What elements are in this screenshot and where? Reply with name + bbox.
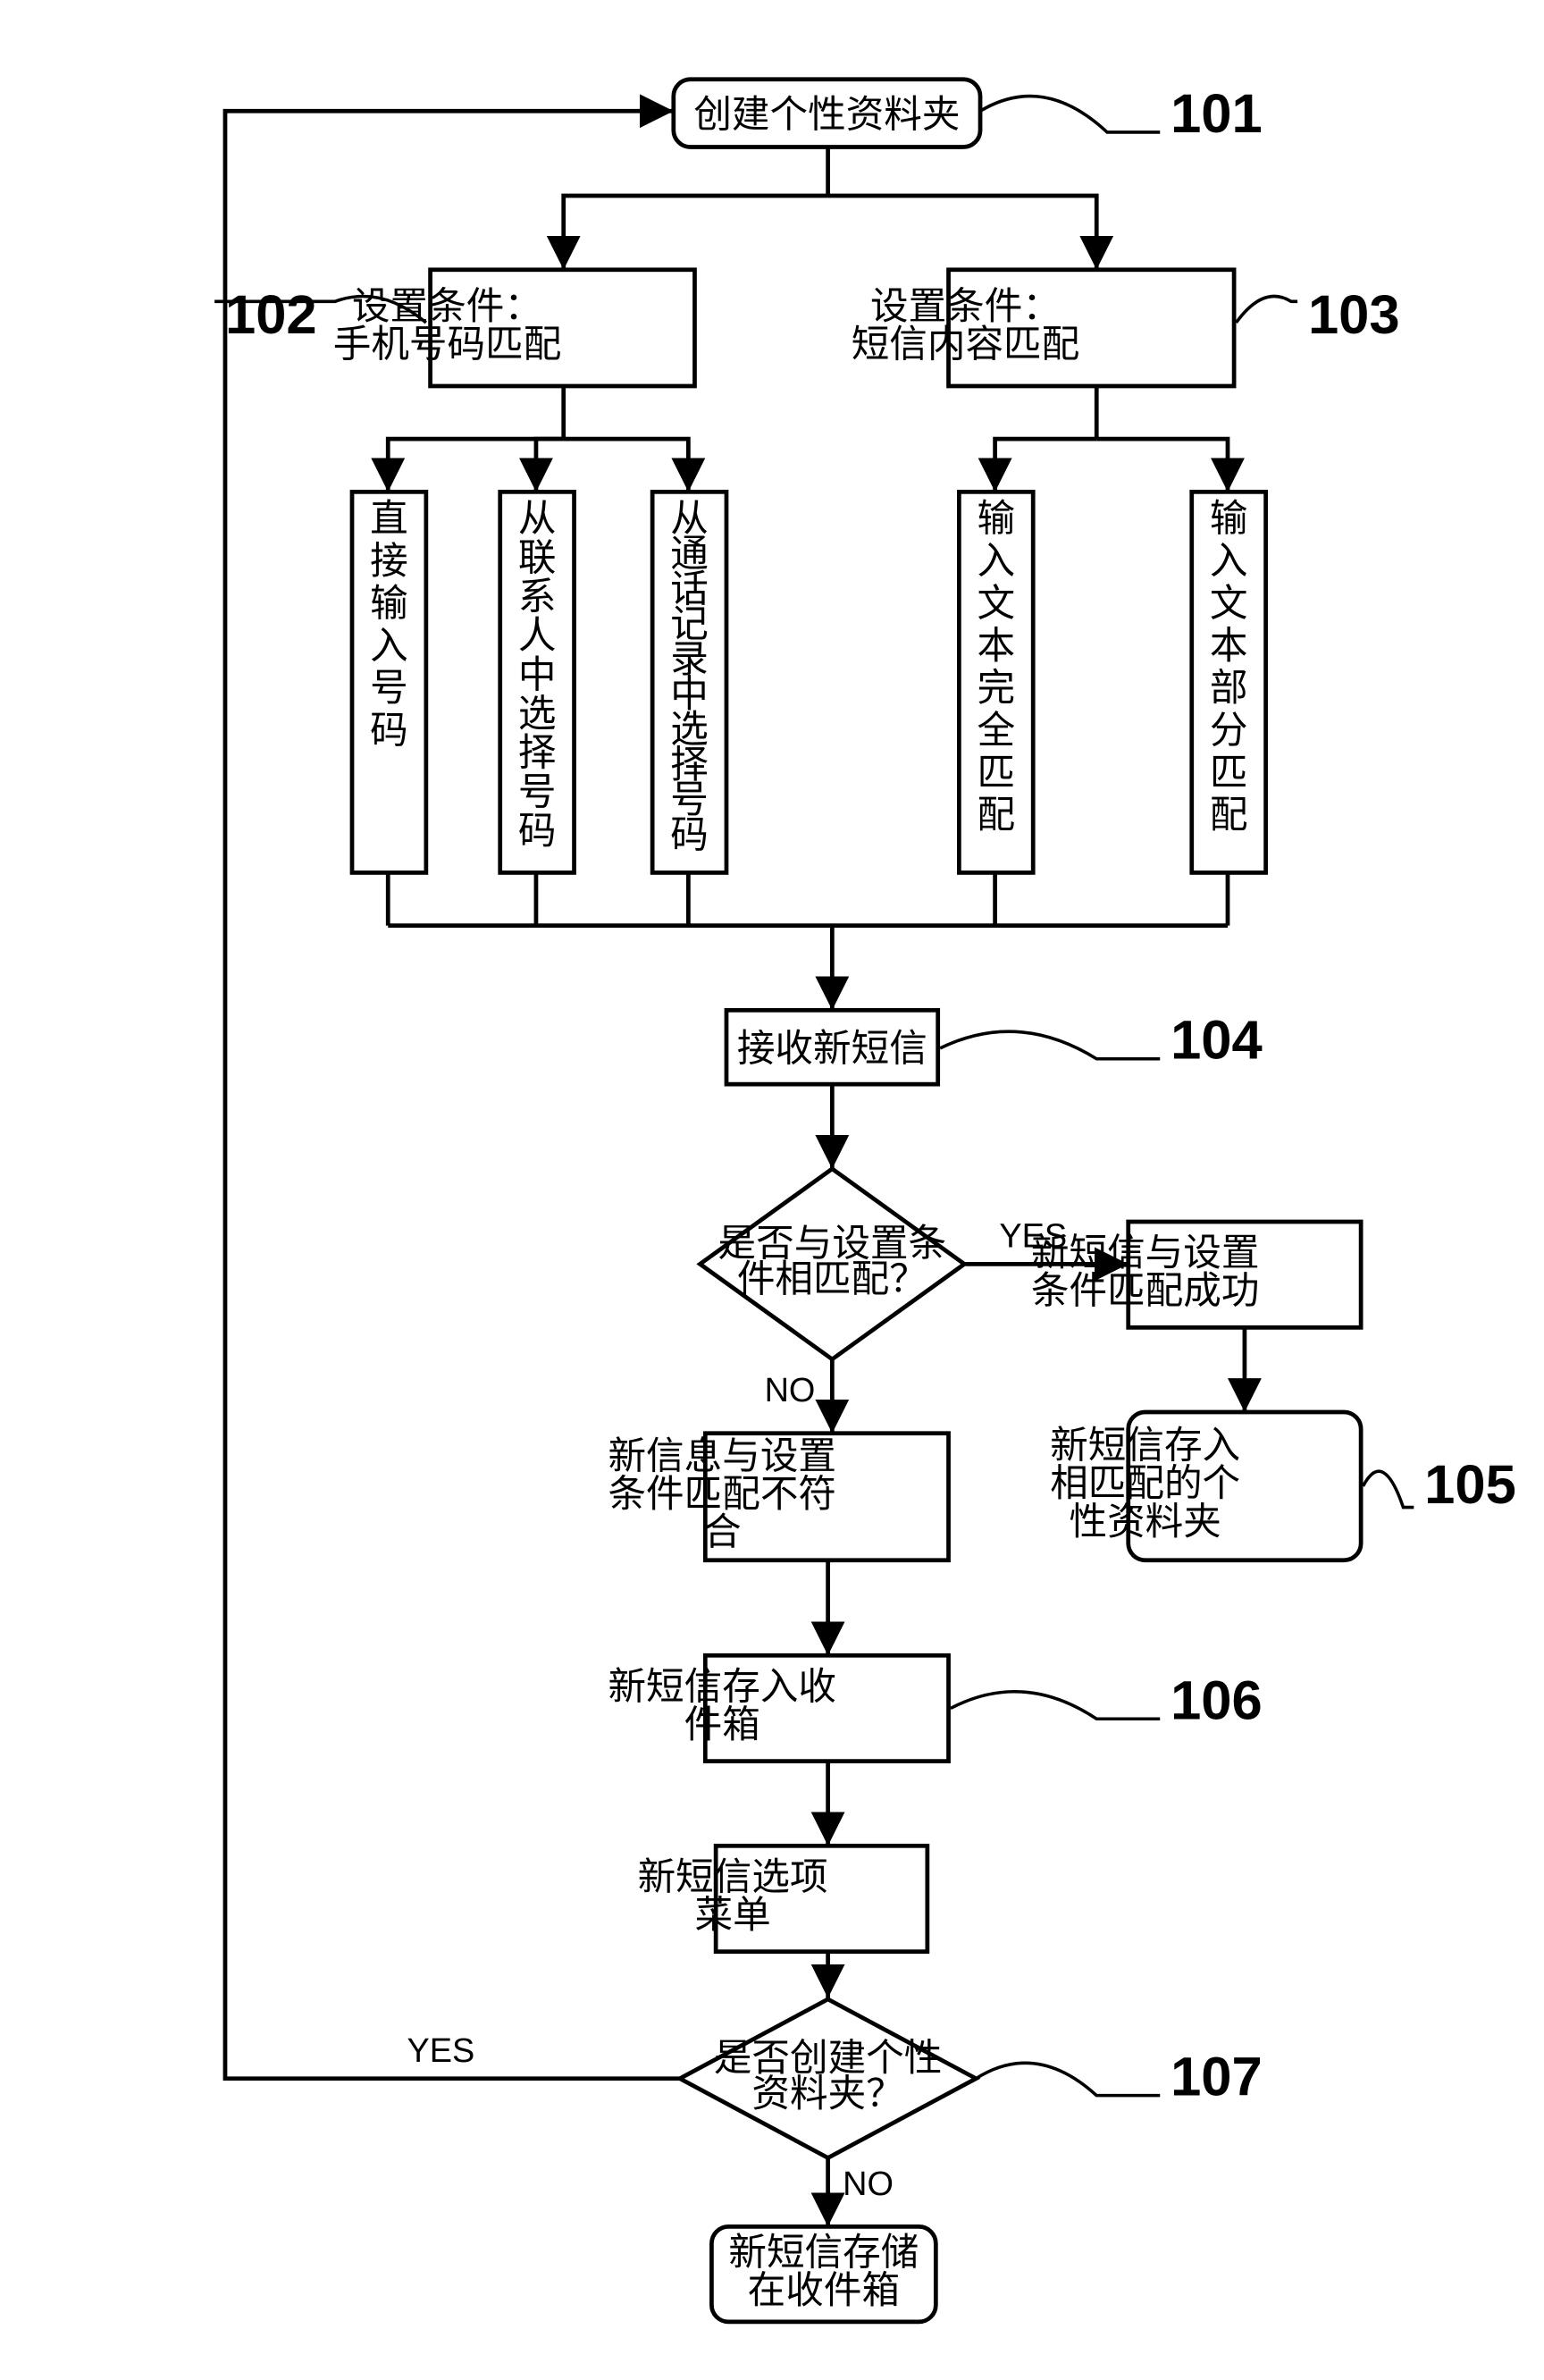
label-l104: 104 [1171,1010,1263,1072]
svg-text:输: 输 [1210,498,1248,541]
node-end: 新短信存储在收件箱 [711,2226,936,2322]
svg-text:在收件箱: 在收件箱 [748,2269,900,2312]
svg-text:条件匹配成功: 条件匹配成功 [1031,1270,1260,1313]
node-v1: 直接输入号码 [352,492,426,872]
node-v5: 输入文本部分匹配 [1192,492,1266,872]
svg-text:部: 部 [1210,667,1248,710]
svg-text:新短信与设置: 新短信与设置 [1031,1232,1260,1274]
svg-text:号: 号 [370,667,408,710]
svg-text:本: 本 [1210,625,1248,668]
svg-text:新短信存入收: 新短信存入收 [608,1665,836,1708]
svg-text:码: 码 [670,813,709,856]
svg-text:直: 直 [370,498,408,541]
svg-text:设置条件：: 设置条件： [352,285,542,328]
node-m1: 新短信与设置条件匹配成功 [1031,1222,1361,1327]
svg-text:件箱: 件箱 [684,1703,760,1746]
svg-text:中: 中 [518,653,557,696]
node-m2: 新信息与设置条件匹配不符合 [608,1434,948,1560]
svg-text:条件匹配不符: 条件匹配不符 [608,1473,836,1516]
node-v4: 输入文本完全匹配 [959,492,1033,872]
svg-text:入: 入 [1210,540,1248,583]
svg-text:本: 本 [977,625,1015,668]
node-d2: 是否创建个性资料夹？ [680,1999,976,2158]
svg-text:选: 选 [518,693,557,736]
svg-text:合: 合 [703,1511,742,1554]
node-n103: 设置条件：短信内容匹配 [852,270,1234,386]
label-l107: 107 [1171,2047,1263,2108]
svg-text:相匹配的个: 相匹配的个 [1050,1462,1240,1505]
node-n106: 新短信存入收件箱 [608,1655,948,1761]
svg-text:性资料夹: 性资料夹 [1069,1501,1221,1543]
svg-text:件相匹配？: 件相匹配？ [737,1258,927,1301]
svg-text:联: 联 [518,536,557,579]
svg-text:文: 文 [1210,582,1248,625]
node-d1: 是否与设置条件相匹配？ [700,1169,964,1359]
svg-text:新短信存储: 新短信存储 [728,2232,919,2275]
svg-text:NO: NO [843,2166,894,2203]
svg-text:输: 输 [370,582,408,625]
svg-text:从: 从 [518,498,557,541]
svg-text:NO: NO [765,1372,816,1409]
svg-text:手机号码匹配: 手机号码匹配 [333,323,562,366]
svg-text:YES: YES [407,2032,475,2070]
node-n101: 创建个性资料夹 [674,80,980,147]
svg-text:接收新短信: 接收新短信 [737,1028,927,1071]
label-l102: 102 [225,284,317,346]
node-v2: 从联系人中选择号码 [500,492,575,872]
svg-text:全: 全 [977,709,1015,752]
label-l101: 101 [1171,83,1263,145]
svg-text:择: 择 [518,732,557,775]
node-n102: 设置条件：手机号码匹配 [333,270,695,386]
svg-text:菜单: 菜单 [694,1894,770,1937]
svg-text:设置条件：: 设置条件： [870,285,1061,328]
svg-text:完: 完 [977,667,1015,710]
flowchart-diagram: YESNOYESNO创建个性资料夹设置条件：手机号码匹配设置条件：短信内容匹配直… [18,18,1544,2362]
label-l106: 106 [1171,1669,1263,1731]
svg-text:短信内容匹配: 短信内容匹配 [852,323,1080,366]
label-l103: 103 [1308,284,1400,346]
svg-text:新信息与设置: 新信息与设置 [608,1434,836,1477]
svg-text:配: 配 [977,794,1015,837]
svg-text:创建个性资料夹: 创建个性资料夹 [693,94,960,137]
svg-text:新短信存入: 新短信存入 [1050,1425,1240,1468]
svg-text:码: 码 [518,810,557,853]
svg-text:接: 接 [370,540,408,583]
svg-text:系: 系 [518,576,557,618]
node-n105: 新短信存入相匹配的个性资料夹 [1050,1412,1361,1560]
node-menu: 新短信选项菜单 [638,1846,927,1951]
svg-text:号: 号 [518,770,557,813]
node-v3: 从通话记录中选择号码 [652,492,726,872]
svg-text:匹: 匹 [977,752,1015,795]
svg-text:文: 文 [977,582,1015,625]
node-n104: 接收新短信 [726,1010,938,1084]
svg-text:匹: 匹 [1210,752,1248,795]
svg-text:入: 入 [370,625,408,668]
svg-text:人: 人 [518,615,557,658]
svg-text:资料夹？: 资料夹？ [751,2073,903,2115]
svg-text:新短信选项: 新短信选项 [638,1855,828,1898]
svg-text:分: 分 [1210,709,1248,752]
svg-text:码: 码 [370,709,408,752]
svg-text:入: 入 [977,540,1015,583]
svg-text:配: 配 [1210,794,1248,837]
label-l105: 105 [1424,1454,1516,1516]
svg-text:输: 输 [977,498,1015,541]
